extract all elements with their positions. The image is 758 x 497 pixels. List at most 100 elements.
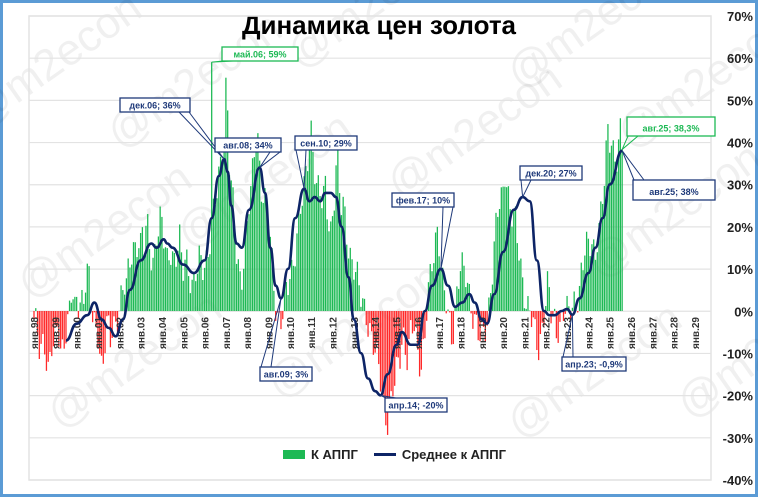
bar: [506, 187, 508, 311]
bar: [159, 206, 161, 311]
bar: [214, 205, 216, 311]
bar: [360, 306, 362, 311]
bar: [65, 311, 67, 344]
bar: [100, 311, 103, 356]
bar: [415, 311, 417, 324]
bar: [596, 252, 598, 311]
y-tick-label: -40%: [723, 473, 754, 488]
bar: [431, 271, 433, 311]
bar: [132, 242, 135, 311]
legend-line-label: Среднее к АППГ: [401, 447, 506, 462]
bar: [70, 302, 72, 311]
bar: [168, 260, 170, 311]
bar: [99, 311, 101, 354]
bar: [527, 296, 529, 311]
bar: [401, 311, 403, 345]
bar: [500, 187, 502, 311]
bar: [267, 230, 270, 311]
bar: [557, 311, 559, 343]
bar: [468, 283, 470, 311]
bar: [163, 248, 165, 311]
bar: [152, 257, 154, 311]
bar: [262, 202, 264, 311]
bar: [454, 306, 456, 311]
bar: [585, 231, 588, 311]
bar: [555, 311, 558, 339]
bar: [294, 266, 296, 311]
bar: [72, 299, 74, 311]
bar: [104, 311, 106, 354]
bar: [280, 311, 282, 330]
bar: [257, 133, 259, 311]
bar: [577, 311, 579, 313]
bar: [385, 311, 387, 426]
y-tick-label: -20%: [723, 389, 754, 404]
bar: [83, 303, 85, 311]
bar: [180, 252, 183, 311]
bar: [221, 162, 223, 311]
x-tick-label: янв.15: [392, 317, 403, 349]
annotation-box: [561, 356, 627, 372]
bar: [56, 311, 58, 327]
bar: [95, 311, 97, 328]
bar: [324, 175, 327, 311]
bar: [81, 289, 83, 311]
bar: [436, 226, 438, 311]
bar: [211, 62, 213, 311]
bar: [259, 160, 261, 311]
bar: [49, 311, 51, 353]
bar: [138, 248, 140, 311]
bar: [601, 203, 604, 311]
bar: [545, 306, 547, 311]
bar: [198, 245, 200, 311]
bar: [212, 198, 215, 311]
y-tick-label: 10%: [727, 262, 753, 277]
bar: [326, 219, 328, 311]
bar: [390, 311, 392, 392]
x-tick-label: янв.08: [243, 317, 254, 349]
annotation-box: [632, 179, 716, 201]
legend-bar-swatch: [283, 450, 305, 459]
bar: [319, 196, 321, 311]
bar: [218, 166, 220, 311]
bar: [186, 249, 188, 311]
bar: [443, 290, 446, 311]
bar: [116, 311, 119, 332]
bar: [202, 280, 204, 311]
bar: [564, 311, 566, 314]
bar: [445, 311, 447, 314]
bar: [338, 193, 341, 311]
bar: [243, 268, 245, 311]
bar: [362, 298, 364, 311]
bar: [609, 152, 611, 311]
bar: [200, 255, 202, 311]
x-tick-label: янв.01: [94, 317, 105, 349]
bar: [378, 311, 380, 365]
annotation-label: авг.08; 34%: [223, 140, 272, 150]
bar: [598, 223, 600, 311]
bar: [411, 311, 414, 334]
bar: [301, 205, 303, 311]
bar: [481, 311, 483, 322]
bar: [51, 311, 53, 357]
bar: [351, 259, 353, 311]
x-tick-label: янв.12: [329, 317, 340, 349]
bar: [434, 232, 437, 311]
bar: [426, 311, 428, 321]
bar: [617, 139, 620, 311]
bar: [317, 175, 319, 311]
x-tick-label: янв.14: [371, 317, 382, 349]
bar: [322, 185, 325, 311]
bar: [484, 311, 486, 342]
bar: [285, 281, 287, 311]
bar: [271, 248, 273, 311]
annotation-box: [294, 135, 358, 151]
x-tick-label: янв.99: [51, 317, 62, 349]
bar: [84, 292, 87, 311]
bar: [298, 207, 300, 311]
bar: [539, 311, 542, 335]
bar: [193, 273, 195, 311]
bar: [250, 186, 252, 311]
